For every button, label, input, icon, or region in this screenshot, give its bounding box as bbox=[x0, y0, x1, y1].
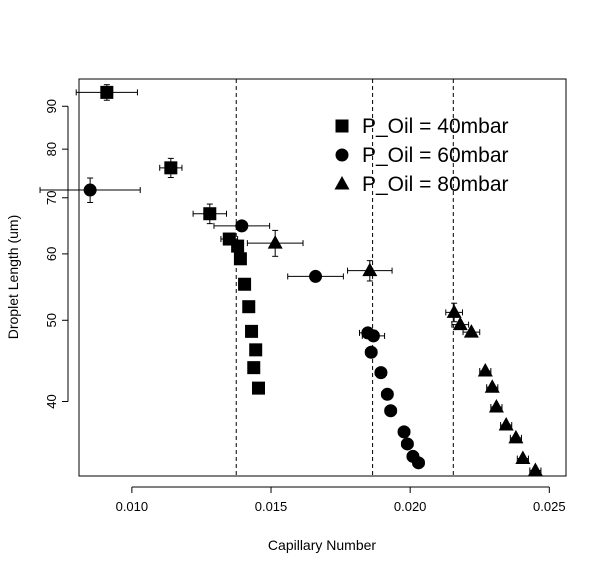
x-tick-label: 0.025 bbox=[533, 499, 566, 514]
data-point-square bbox=[231, 239, 245, 253]
data-point-triangle bbox=[463, 324, 479, 338]
data-point-square bbox=[245, 324, 259, 338]
y-tick-label: 40 bbox=[44, 394, 59, 408]
y-tick-label: 90 bbox=[44, 99, 59, 113]
data-point-triangle bbox=[362, 262, 378, 277]
data-point-circle bbox=[374, 366, 388, 380]
data-points bbox=[83, 85, 543, 476]
data-point-triangle bbox=[267, 235, 283, 249]
data-point-triangle bbox=[484, 379, 500, 393]
legend-marker-triangle bbox=[334, 176, 350, 190]
data-point-square bbox=[100, 85, 114, 99]
data-point-circle bbox=[384, 404, 398, 418]
data-point-circle bbox=[412, 456, 426, 470]
data-point-triangle bbox=[498, 417, 514, 431]
y-axis-label: Droplet Length (um) bbox=[5, 215, 21, 340]
data-point-circle bbox=[400, 437, 414, 451]
error-bars bbox=[39, 84, 542, 474]
data-point-square bbox=[247, 361, 261, 375]
y-tick-label: 70 bbox=[44, 191, 59, 205]
data-point-circle bbox=[83, 183, 97, 197]
data-point-triangle bbox=[508, 429, 524, 444]
data-point-square bbox=[249, 343, 263, 357]
y-tick-label: 60 bbox=[44, 247, 59, 261]
legend-marker-circle bbox=[335, 148, 349, 162]
x-axis-label: Capillary Number bbox=[268, 537, 376, 553]
data-point-triangle bbox=[488, 399, 504, 413]
data-point-square bbox=[203, 207, 217, 221]
y-axis: 40 50 60 70 80 90 bbox=[44, 99, 69, 409]
data-point-square bbox=[251, 381, 265, 395]
x-axis: 0.010 0.015 0.020 0.025 bbox=[116, 486, 566, 514]
plot-frame bbox=[78, 78, 567, 477]
data-point-triangle bbox=[446, 304, 462, 318]
data-point-circle bbox=[235, 219, 249, 233]
data-point-circle bbox=[380, 387, 394, 401]
data-point-square bbox=[242, 300, 256, 314]
data-point-circle bbox=[366, 329, 380, 343]
data-point-triangle bbox=[527, 462, 543, 476]
legend-entry: P_Oil = 40mbar bbox=[362, 115, 509, 138]
data-point-circle bbox=[309, 269, 323, 283]
data-point-triangle bbox=[452, 316, 468, 331]
x-tick-label: 0.020 bbox=[394, 499, 427, 514]
legend: P_Oil = 40mbar P_Oil = 60mbar P_Oil = 80mb… bbox=[334, 115, 509, 196]
data-point-square bbox=[238, 277, 252, 291]
legend-entry: P_Oil = 60mbar bbox=[362, 144, 509, 167]
legend-marker-square bbox=[335, 119, 349, 133]
y-tick-label: 80 bbox=[44, 142, 59, 156]
legend-entry: P_Oil = 80mbar bbox=[362, 173, 509, 196]
data-point-circle bbox=[397, 425, 411, 439]
x-tick-label: 0.010 bbox=[116, 499, 149, 514]
data-point-square bbox=[233, 252, 247, 266]
x-tick-label: 0.015 bbox=[255, 499, 288, 514]
reference-lines bbox=[235, 79, 454, 476]
data-point-circle bbox=[364, 345, 378, 359]
data-point-square bbox=[164, 161, 178, 175]
data-point-triangle bbox=[477, 362, 493, 377]
data-point-triangle bbox=[515, 450, 531, 465]
y-tick-label: 50 bbox=[44, 313, 59, 327]
